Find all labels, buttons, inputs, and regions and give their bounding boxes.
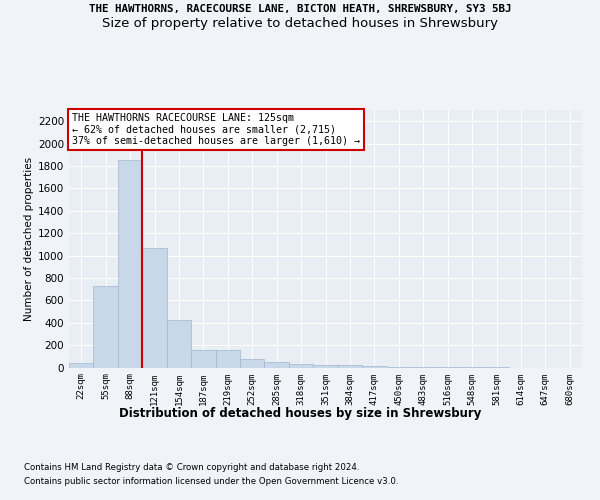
- Text: Size of property relative to detached houses in Shrewsbury: Size of property relative to detached ho…: [102, 18, 498, 30]
- Text: Distribution of detached houses by size in Shrewsbury: Distribution of detached houses by size …: [119, 408, 481, 420]
- Bar: [386, 367, 411, 368]
- Bar: [289, 364, 313, 368]
- Bar: [313, 364, 338, 368]
- Bar: [191, 350, 215, 368]
- Bar: [362, 366, 386, 368]
- Bar: [167, 320, 191, 368]
- Text: Contains HM Land Registry data © Crown copyright and database right 2024.: Contains HM Land Registry data © Crown c…: [24, 462, 359, 471]
- Text: THE HAWTHORNS, RACECOURSE LANE, BICTON HEATH, SHREWSBURY, SY3 5BJ: THE HAWTHORNS, RACECOURSE LANE, BICTON H…: [89, 4, 511, 14]
- Bar: [94, 286, 118, 368]
- Text: Contains public sector information licensed under the Open Government Licence v3: Contains public sector information licen…: [24, 478, 398, 486]
- Bar: [215, 350, 240, 368]
- Bar: [118, 160, 142, 368]
- Bar: [240, 359, 265, 368]
- Bar: [338, 366, 362, 368]
- Y-axis label: Number of detached properties: Number of detached properties: [24, 156, 34, 321]
- Bar: [265, 362, 289, 368]
- Text: THE HAWTHORNS RACECOURSE LANE: 125sqm
← 62% of detached houses are smaller (2,71: THE HAWTHORNS RACECOURSE LANE: 125sqm ← …: [71, 112, 359, 146]
- Bar: [69, 363, 94, 368]
- Bar: [142, 248, 167, 368]
